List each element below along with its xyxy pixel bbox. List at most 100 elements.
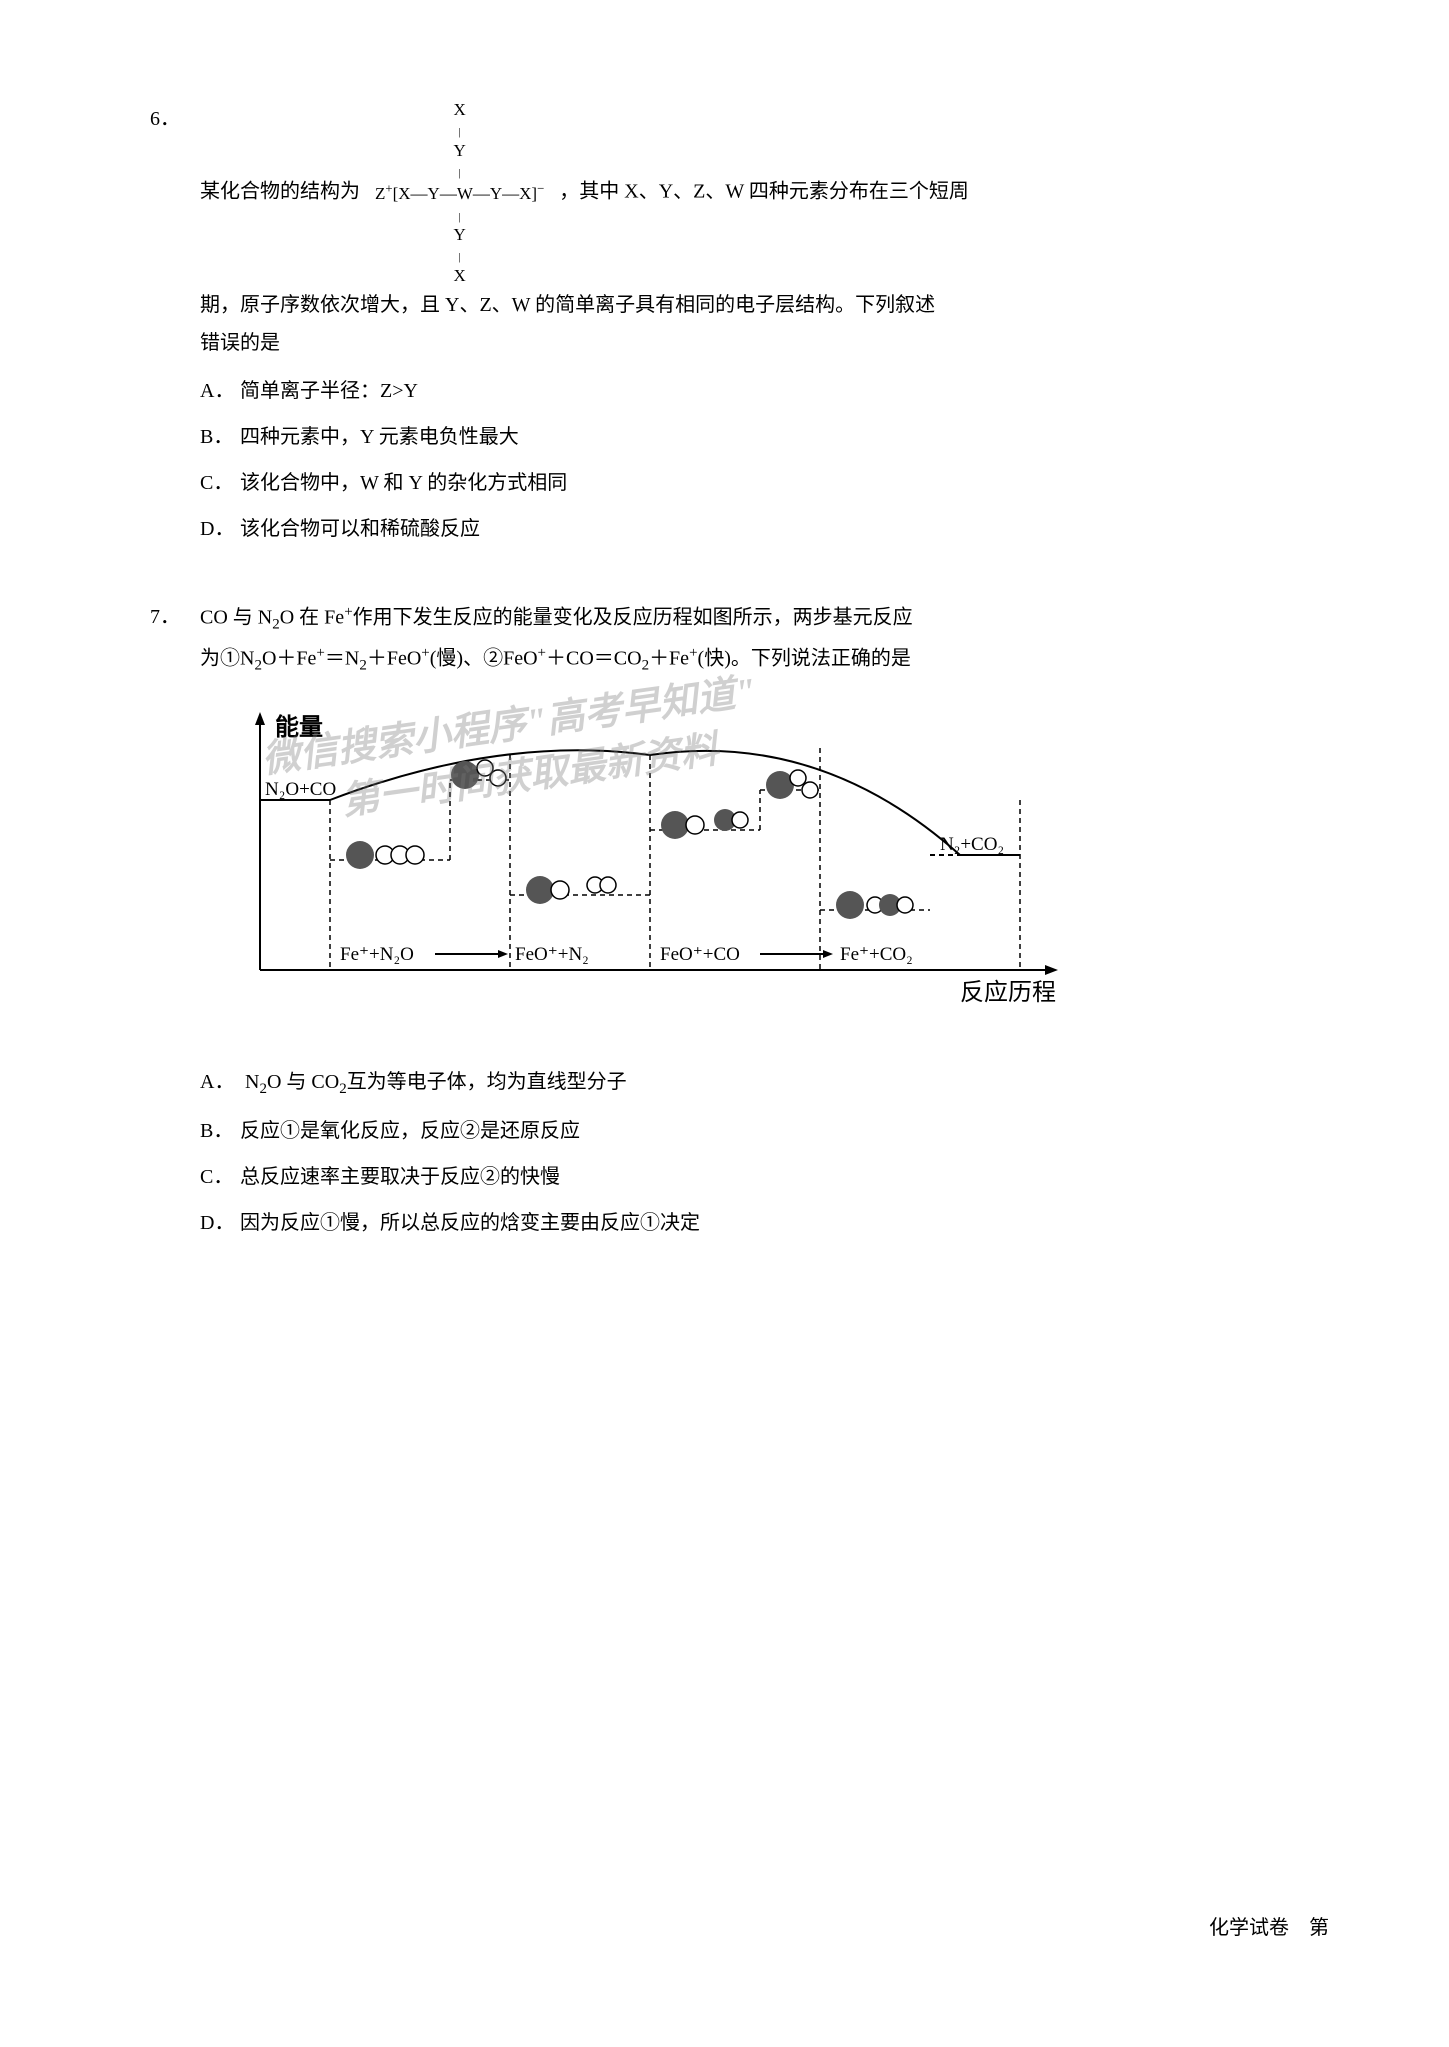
struct-main: Z+[X—Y—W—Y—X]− — [375, 184, 544, 203]
q7-l1-s1: 2 — [272, 617, 280, 633]
struct-bond-v2: | — [459, 167, 461, 179]
struct-rsup: − — [537, 182, 544, 196]
q7-a-s1: 2 — [259, 1081, 267, 1097]
light-ball-icon — [406, 846, 424, 864]
arrow-2-head-icon — [823, 950, 833, 958]
q7-a-m1: O 与 CO — [267, 1071, 339, 1093]
q6-option-b: B．四种元素中，Y 元素电负性最大 — [200, 418, 1329, 456]
bottom-l2: FeO⁺+N₂ — [515, 944, 589, 965]
y-axis-label: 能量 — [275, 713, 323, 741]
q7-a-s2: 2 — [339, 1081, 347, 1097]
footer-page: 第 — [1309, 1917, 1329, 1939]
q6-number: 6． — [150, 100, 200, 138]
q7-l2-p1: 为①N — [200, 648, 254, 670]
light-ball-icon — [490, 770, 506, 786]
q7-l2-p2: O＋Fe — [262, 648, 316, 670]
q6-opt-c-text: 该化合物中，W 和 Y 的杂化方式相同 — [240, 472, 567, 494]
light-ball-icon — [551, 881, 569, 899]
q7-l2-p4: ＋FeO — [367, 648, 421, 670]
struct-bond-v3: | — [459, 211, 461, 223]
q7-option-d: D．因为反应①慢，所以总反应的焓变主要由反应①决定 — [200, 1204, 1329, 1242]
q7-diagram: 微信搜索小程序"高考早知道" 第一时间获取最新资料 能量 反应历程 N₂O+CO… — [200, 700, 1329, 1043]
q6-structure: X | Y | Z+[X—Y—W—Y—X]− | Y | X — [375, 100, 544, 286]
struct-z: Z — [375, 184, 385, 203]
q6-header: 6． 某化合物的结构为 X | Y | Z+[X—Y—W—Y—X]− | Y |… — [150, 100, 1329, 362]
question-6: 6． 某化合物的结构为 X | Y | Z+[X—Y—W—Y—X]− | Y |… — [150, 100, 1329, 548]
q7-l2-sup1: + — [316, 645, 324, 661]
x-axis-arrow-icon — [1045, 965, 1058, 975]
struct-bot2: X — [454, 266, 466, 285]
opt-b-label: B． — [200, 1112, 240, 1150]
q7-a-pre: N — [245, 1071, 259, 1093]
q7-l1-sup1: + — [344, 604, 352, 620]
struct-top1: Y — [454, 141, 466, 160]
q7-l2-p5: (慢)、②FeO — [430, 648, 538, 670]
energy-diagram-svg: 能量 反应历程 N₂O+CO N₂+CO₂ — [200, 700, 1080, 1030]
opt-d-label: D． — [200, 1204, 240, 1242]
dark-ball-icon — [526, 876, 554, 904]
q7-l2-p3: ＝N — [325, 648, 359, 670]
q6-opt-d-text: 该化合物可以和稀硫酸反应 — [240, 518, 480, 540]
page-footer: 化学试卷 第 — [1209, 1909, 1329, 1947]
q6-text-before: 某化合物的结构为 — [200, 181, 360, 203]
struct-bot1: Y — [454, 225, 466, 244]
struct-top2: X — [454, 100, 466, 119]
struct-bracket: X—Y—W—Y—X — [398, 184, 531, 203]
opt-b-label: B． — [200, 418, 240, 456]
dark-ball-icon — [836, 891, 864, 919]
q7-a-post: 互为等电子体，均为直线型分子 — [347, 1071, 627, 1093]
q7-number: 7． — [150, 598, 200, 636]
dark-ball-icon — [451, 761, 479, 789]
opt-a-label: A． — [200, 1063, 240, 1101]
q7-d-text: 因为反应①慢，所以总反应的焓变主要由反应①决定 — [240, 1212, 700, 1234]
dark-ball-icon — [661, 811, 689, 839]
q6-options: A．简单离子半径：Z>Y B．四种元素中，Y 元素电负性最大 C．该化合物中，W… — [200, 372, 1329, 548]
struct-bond-v4: | — [459, 251, 461, 263]
q7-option-c: C．总反应速率主要取决于反应②的快慢 — [200, 1158, 1329, 1196]
q6-option-c: C．该化合物中，W 和 Y 的杂化方式相同 — [200, 464, 1329, 502]
q7-option-b: B．反应①是氧化反应，反应②是还原反应 — [200, 1112, 1329, 1150]
light-ball-icon — [686, 816, 704, 834]
q7-l1-p1: CO 与 N — [200, 607, 272, 629]
q7-l1-p3: 作用下发生反应的能量变化及反应历程如图所示，两步基元反应 — [353, 607, 913, 629]
q6-opt-b-text: 四种元素中，Y 元素电负性最大 — [240, 426, 519, 448]
q7-l2-s1: 2 — [254, 658, 262, 674]
struct-bond-v1: | — [459, 126, 461, 138]
q6-body: 某化合物的结构为 X | Y | Z+[X—Y—W—Y—X]− | Y | X … — [200, 100, 1329, 362]
q7-body: CO 与 N2O 在 Fe+作用下发生反应的能量变化及反应历程如图所示，两步基元… — [200, 598, 1329, 680]
bottom-l4: Fe⁺+CO₂ — [840, 944, 913, 965]
light-ball-icon — [897, 897, 913, 913]
q7-l2-s2: 2 — [359, 658, 367, 674]
q6-text-after1: ，其中 X、Y、Z、W 四种元素分布在三个短周 — [559, 181, 969, 203]
light-ball-icon — [790, 770, 806, 786]
q6-text-line3: 错误的是 — [200, 332, 280, 354]
q6-text-line2: 期，原子序数依次增大，且 Y、Z、W 的简单离子具有相同的电子层结构。下列叙述 — [200, 294, 935, 316]
q7-l2-sup3: + — [538, 645, 546, 661]
question-7: 7． CO 与 N2O 在 Fe+作用下发生反应的能量变化及反应历程如图所示，两… — [150, 598, 1329, 1242]
opt-c-label: C． — [200, 1158, 240, 1196]
arrow-1-head-icon — [498, 950, 508, 958]
dark-ball-icon — [346, 841, 374, 869]
bottom-l3: FeO⁺+CO — [660, 944, 740, 965]
opt-a-label: A． — [200, 372, 240, 410]
q7-header: 7． CO 与 N2O 在 Fe+作用下发生反应的能量变化及反应历程如图所示，两… — [150, 598, 1329, 680]
q7-option-a: A． N2O 与 CO2互为等电子体，均为直线型分子 — [200, 1063, 1329, 1104]
light-ball-icon — [802, 782, 818, 798]
end-label: N₂+CO₂ — [940, 834, 1004, 855]
energy-curve — [260, 751, 1020, 856]
q6-option-a: A．简单离子半径：Z>Y — [200, 372, 1329, 410]
bottom-l1: Fe⁺+N₂O — [340, 944, 414, 965]
light-ball-icon — [600, 877, 616, 893]
q7-l2-p8: (快)。下列说法正确的是 — [698, 648, 911, 670]
q7-options: A． N2O 与 CO2互为等电子体，均为直线型分子 B．反应①是氧化反应，反应… — [200, 1063, 1329, 1242]
y-axis-arrow-icon — [255, 712, 265, 725]
q7-c-text: 总反应速率主要取决于反应②的快慢 — [240, 1166, 560, 1188]
opt-c-label: C． — [200, 464, 240, 502]
q7-l2-s3: 2 — [642, 658, 650, 674]
q6-option-d: D．该化合物可以和稀硫酸反应 — [200, 510, 1329, 548]
q7-l2-sup4: + — [689, 645, 697, 661]
start-label: N₂O+CO — [265, 779, 336, 800]
q7-l2-p7: ＋Fe — [649, 648, 689, 670]
q7-l1-p2: O 在 Fe — [280, 607, 344, 629]
q7-l2-sup2: + — [421, 645, 429, 661]
